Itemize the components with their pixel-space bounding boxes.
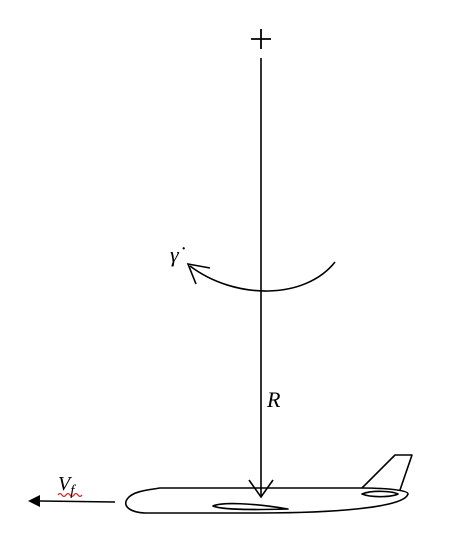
airplane-icon <box>124 454 413 514</box>
velocity-label-main: V <box>58 473 71 495</box>
velocity-label-sub: f <box>70 483 75 499</box>
velocity-label: Vf <box>58 473 74 499</box>
spellcheck-underline <box>57 492 83 498</box>
velocity-arrowhead-icon <box>28 495 40 507</box>
rotation-arc-icon <box>189 261 336 292</box>
velocity-line <box>39 500 116 503</box>
vertical-tail <box>361 454 413 491</box>
radius-label: R <box>267 387 281 412</box>
plus-icon <box>251 29 271 49</box>
rotation-arrowhead <box>186 262 211 285</box>
horizontal-stabilizer <box>361 490 399 498</box>
wing <box>212 502 289 511</box>
radius-arrowhead <box>248 479 274 499</box>
fuselage <box>124 487 409 514</box>
yaw-rate-label: γ̇ <box>170 242 179 267</box>
